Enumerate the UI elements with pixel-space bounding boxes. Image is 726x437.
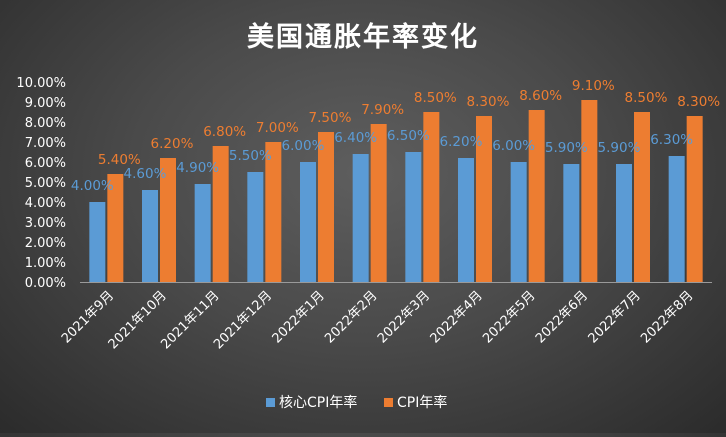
x-tick-label: 2022年4月	[428, 288, 486, 346]
data-label: 6.20%	[440, 134, 483, 150]
bar-cpi	[370, 124, 387, 282]
bar-core-cpi	[458, 158, 474, 282]
data-label: 5.40%	[98, 152, 141, 168]
x-tick-label: 2022年8月	[638, 288, 696, 346]
y-tick-label: 9.00%	[25, 96, 66, 111]
legend-label: CPI年率	[397, 394, 447, 411]
legend-label: 核心CPI年率	[279, 394, 357, 411]
bar-core-cpi	[300, 162, 316, 282]
bar-cpi	[160, 158, 176, 282]
data-label: 8.30%	[677, 94, 720, 110]
x-tick-label: 2022年1月	[270, 288, 328, 346]
bar-cpi	[528, 110, 545, 282]
data-label: 8.60%	[519, 88, 562, 104]
data-label: 6.00%	[492, 138, 535, 154]
y-tick-label: 8.00%	[25, 116, 66, 131]
y-tick-label: 10.00%	[16, 76, 66, 91]
data-label: 6.40%	[334, 130, 377, 146]
bar-cpi	[212, 146, 229, 282]
data-label: 4.00%	[71, 178, 114, 194]
data-label: 5.90%	[545, 140, 588, 156]
x-tick-label: 2022年2月	[322, 288, 380, 346]
legend-swatch-cpi	[384, 398, 393, 407]
y-tick-label: 3.00%	[25, 216, 66, 231]
bar-cpi	[581, 100, 598, 282]
bar-cpi	[686, 116, 703, 282]
y-tick-label: 7.00%	[25, 136, 66, 151]
bar-cpi	[265, 142, 282, 282]
data-label: 5.90%	[598, 140, 641, 156]
x-tick-label: 2022年7月	[586, 288, 644, 346]
data-label: 6.50%	[387, 128, 430, 144]
bar-core-cpi	[142, 190, 158, 282]
bar-core-cpi	[352, 154, 369, 282]
data-label: 7.00%	[256, 120, 299, 136]
bar-core-cpi	[616, 164, 632, 282]
bar-cpi	[634, 112, 650, 282]
bar-core-cpi	[668, 156, 685, 282]
bar-cpi	[476, 116, 492, 282]
bar-cpi	[318, 132, 334, 282]
y-tick-label: 0.00%	[25, 276, 66, 291]
data-label: 6.00%	[282, 138, 325, 154]
data-label: 9.10%	[572, 78, 615, 94]
bar-core-cpi	[563, 164, 580, 282]
y-tick-label: 2.00%	[25, 236, 66, 251]
bar-cpi	[423, 112, 440, 282]
chart-title: 美国通胀年率变化	[247, 21, 479, 53]
data-label: 6.30%	[650, 132, 693, 148]
bar-cpi	[107, 174, 124, 282]
data-label: 7.90%	[361, 102, 404, 118]
legend-swatch-core-cpi	[266, 398, 275, 407]
bar-core-cpi	[89, 202, 106, 282]
data-label: 8.50%	[625, 90, 668, 106]
data-label: 6.20%	[151, 136, 194, 152]
data-label: 6.80%	[203, 124, 246, 140]
data-label: 4.60%	[124, 166, 167, 182]
bar-core-cpi	[510, 162, 527, 282]
x-tick-label: 2022年6月	[533, 288, 591, 346]
bar-core-cpi	[247, 172, 264, 282]
x-tick-label: 2022年3月	[375, 288, 433, 346]
bar-core-cpi	[405, 152, 422, 282]
y-tick-label: 4.00%	[25, 196, 66, 211]
data-label: 8.50%	[414, 90, 457, 106]
x-tick-label: 2022年5月	[480, 288, 538, 346]
data-label: 5.50%	[229, 148, 272, 164]
data-label: 7.50%	[309, 110, 352, 126]
data-label: 8.30%	[467, 94, 510, 110]
y-tick-label: 6.00%	[25, 156, 66, 171]
data-label: 4.90%	[176, 160, 219, 176]
y-tick-label: 1.00%	[25, 256, 66, 271]
y-tick-label: 5.00%	[25, 176, 66, 191]
bar-core-cpi	[194, 184, 211, 282]
